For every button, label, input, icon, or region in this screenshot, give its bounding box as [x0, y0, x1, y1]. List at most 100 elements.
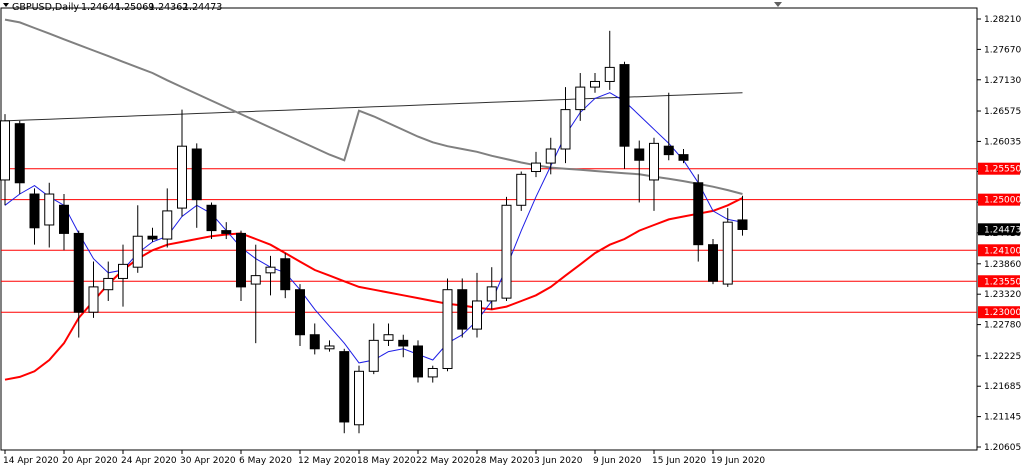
candle-body [442, 289, 453, 369]
candle-body [368, 339, 379, 372]
candle-body [280, 258, 291, 291]
candle-body [693, 182, 704, 246]
candle-body [73, 232, 84, 313]
x-tick-label: 18 May 2020 [357, 456, 416, 466]
time-axis: 14 Apr 2020 20 Apr 2020 24 Apr 2020 30 Apr … [3, 450, 765, 466]
x-tick-label: 24 Apr 2020 [121, 456, 177, 466]
x-tick-label: 20 Apr 2020 [62, 456, 118, 466]
candle-body [663, 145, 674, 156]
level-label: 1.25000 [984, 196, 1021, 206]
ma-slow-line [4, 18, 743, 195]
current-price-bg [978, 223, 1020, 236]
current-price-label: 1.24473 [984, 225, 1021, 235]
candle-body [413, 345, 423, 378]
y-tick-label: 1.28210 [984, 15, 1021, 25]
corner-marker-icon [774, 2, 782, 7]
x-tick-label: 3 Jun 2020 [534, 456, 583, 466]
level-label-bg [978, 244, 1020, 257]
x-tick-label: 15 Jun 2020 [652, 456, 706, 466]
candle-body [575, 86, 586, 111]
candle-body [634, 148, 645, 161]
y-tick-label: 1.20605 [984, 443, 1021, 453]
candle-body [265, 266, 276, 274]
candle-body [722, 221, 733, 285]
candle-body [590, 80, 600, 88]
level-label: 1.25550 [984, 165, 1021, 175]
x-tick-label: 30 Apr 2020 [180, 456, 236, 466]
candle-body [619, 64, 630, 147]
x-tick-label: 9 Jun 2020 [593, 456, 642, 466]
candle-body [708, 244, 718, 282]
level-label-bg [978, 275, 1020, 288]
candle-body [560, 109, 571, 150]
candle-body [486, 286, 497, 302]
candle-body [737, 219, 748, 230]
candle-body [14, 123, 25, 184]
symbol-marker-icon [3, 3, 9, 7]
x-tick-label: 14 Apr 2020 [3, 456, 59, 466]
level-label-bg [978, 193, 1020, 206]
candle-body [59, 204, 69, 234]
candle-body [531, 162, 541, 173]
header-close: 1.24473 [183, 2, 222, 13]
candles [0, 30, 748, 434]
y-tick-label: 1.22225 [984, 352, 1021, 362]
candle-body [457, 289, 468, 330]
candle-body [88, 286, 99, 313]
candle-body [250, 275, 261, 285]
candle-body [354, 370, 364, 426]
y-tick-label: 1.23860 [984, 260, 1021, 270]
header-high: 1.25069 [115, 2, 154, 13]
candle-body [132, 235, 143, 268]
candle-body [0, 120, 10, 181]
level-label: 1.23550 [984, 277, 1021, 287]
candle-body [103, 277, 114, 291]
x-tick-label: 28 May 2020 [475, 456, 534, 466]
candle-body [398, 339, 409, 347]
y-tick-label: 1.27130 [984, 76, 1021, 86]
candle-body [118, 263, 128, 279]
candle-body [472, 300, 482, 330]
level-label: 1.24100 [984, 246, 1021, 256]
symbol-label: GBPUSD,Daily [12, 2, 79, 13]
level-label: 1.23000 [984, 308, 1021, 318]
header-low: 1.24362 [149, 2, 188, 13]
candle-body [309, 334, 320, 350]
y-tick-label: 1.22780 [984, 321, 1021, 331]
y-tick-label: 1.26035 [984, 137, 1021, 147]
y-tick-label: 1.26575 [984, 107, 1021, 117]
candle-body [516, 173, 527, 206]
y-tick-label: 1.23320 [984, 290, 1021, 300]
candle-body [236, 232, 246, 288]
candle-body [44, 193, 55, 226]
candle-body [206, 204, 217, 232]
candle-body [649, 142, 659, 181]
x-tick-label: 19 Jun 2020 [711, 456, 765, 466]
candle-body [162, 210, 173, 240]
y-tick-label: 1.21145 [984, 413, 1021, 423]
candle-body [383, 334, 394, 341]
plot-frame [0, 7, 978, 451]
candle-body [147, 235, 158, 240]
y-tick-label: 1.21685 [984, 382, 1021, 392]
horizontal-levels [1, 168, 977, 313]
candle-body [221, 230, 232, 234]
candle-body [427, 367, 438, 378]
x-tick-label: 12 May 2020 [298, 456, 357, 466]
candle-body [339, 351, 350, 423]
y-tick-label: 1.27670 [984, 45, 1021, 55]
candle-body [545, 148, 556, 164]
candle-body [295, 289, 305, 336]
level-label-bg [978, 162, 1020, 175]
x-tick-label: 6 May 2020 [239, 456, 292, 466]
candle-body [29, 193, 40, 229]
candle-body [177, 145, 187, 209]
candle-body [501, 204, 512, 299]
candle-body [678, 154, 689, 161]
level-label-bg [978, 306, 1020, 319]
level-labels: 1.25550 1.25000 1.24100 1.23550 1.23000 1.244… [978, 162, 1021, 319]
candle-body [324, 345, 335, 350]
x-tick-label: 22 May 2020 [416, 456, 475, 466]
candle-body [604, 66, 615, 82]
